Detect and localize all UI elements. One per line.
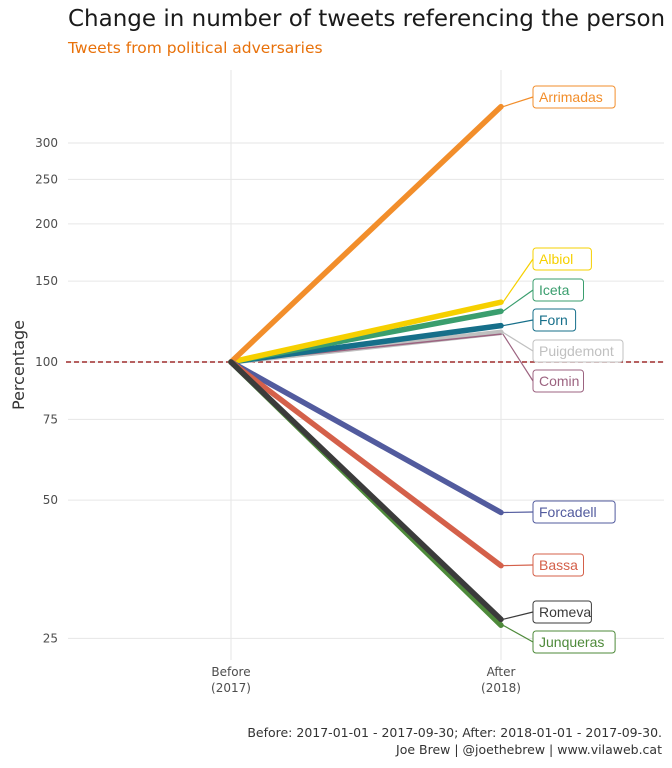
y-tick-label-200: 200: [35, 217, 58, 231]
series-line-albiol: [228, 299, 504, 365]
caption-line-2: Joe Brew | @joethebrew | www.vilaweb.cat: [396, 742, 662, 757]
leader-line-junqueras: [502, 624, 534, 643]
leader-line-forn: [502, 319, 534, 327]
y-tick-label-300: 300: [35, 136, 58, 150]
series-label-box-puigdemont: [532, 339, 624, 363]
leader-line-bassa: [502, 564, 534, 567]
series-label-arrimadas: Arrimadas: [539, 89, 603, 105]
series-label-forn: Forn: [539, 312, 568, 328]
series-label-box-comin: [532, 369, 584, 393]
x-tick-label-1-line1: After: [487, 665, 516, 679]
y-tick-label-250: 250: [35, 172, 58, 186]
series-label-bassa: Bassa: [539, 557, 578, 573]
y-tick-label-100: 100: [35, 355, 58, 369]
series-label-iceta: Iceta: [539, 282, 570, 298]
series-label-box-forcadell: [532, 500, 616, 524]
series-label-box-iceta: [532, 278, 584, 302]
series-lines-layer: [228, 103, 504, 628]
series-label-albiol: Albiol: [539, 251, 573, 267]
y-axis-title: Percentage: [9, 320, 28, 410]
leader-line-comin: [502, 333, 534, 382]
leader-line-forcadell: [502, 511, 534, 514]
series-line-bassa: [228, 359, 504, 569]
caption-line-1: Before: 2017-01-01 - 2017-09-30; After: …: [247, 725, 662, 740]
series-label-box-bassa: [532, 553, 584, 577]
series-labels-layer: Arrimadas Albiol Iceta Forn Puigdemont Comin F…: [502, 85, 624, 654]
leader-line-albiol: [502, 258, 534, 303]
series-label-forcadell: Forcadell: [539, 504, 597, 520]
series-label-box-forn: [532, 308, 577, 332]
series-label-box-albiol: [532, 247, 592, 271]
caption: Before: 2017-01-01 - 2017-09-30; After: …: [247, 724, 662, 758]
series-label-box-junqueras: [532, 630, 616, 654]
leader-line-romeva: [502, 611, 534, 620]
series-line-romeva: [228, 359, 504, 623]
series-line-forcadell: [228, 359, 504, 516]
leader-line-iceta: [502, 289, 534, 312]
series-label-comin: Comin: [539, 373, 579, 389]
chart-title: Change in number of tweets referencing t…: [68, 6, 666, 32]
x-tick-label-0-line2: (2017): [211, 681, 251, 695]
x-tick-label-0-line1: Before: [211, 665, 250, 679]
chart-subtitle: Tweets from political adversaries: [68, 39, 323, 57]
x-tick-label-1-line2: (2018): [481, 681, 521, 695]
series-label-box-arrimadas: [532, 85, 616, 109]
leader-line-arrimadas: [502, 96, 534, 108]
series-label-junqueras: Junqueras: [539, 634, 604, 650]
y-tick-label-75: 75: [43, 412, 58, 426]
series-label-puigdemont: Puigdemont: [539, 343, 614, 359]
axis-layer: 25 50 75 100 150 200 250 300 Before (2017) After (2…: [9, 136, 521, 695]
leader-line-puigdemont: [502, 331, 534, 352]
series-label-box-romeva: [532, 600, 592, 624]
series-line-arrimadas: [228, 103, 504, 365]
y-tick-label-50: 50: [43, 493, 58, 507]
series-label-romeva: Romeva: [539, 604, 591, 620]
y-tick-label-150: 150: [35, 274, 58, 288]
y-tick-label-25: 25: [43, 631, 58, 645]
